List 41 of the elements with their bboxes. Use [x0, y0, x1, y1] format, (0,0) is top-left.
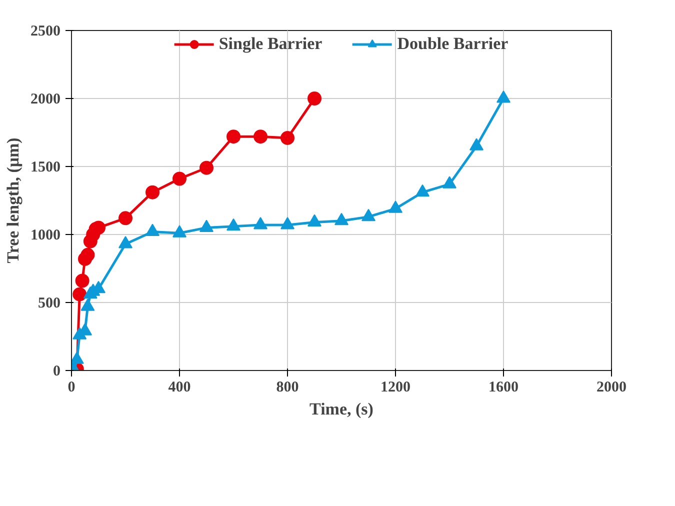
point — [172, 225, 186, 238]
x-tick-label: 1600 — [488, 380, 518, 396]
point — [118, 211, 132, 226]
y-axis-title: Tree length, (μm) — [4, 138, 22, 264]
point — [200, 220, 214, 232]
point — [308, 92, 322, 106]
point — [172, 172, 186, 186]
point — [442, 176, 456, 188]
point — [416, 184, 430, 197]
y-tick-label: 0 — [53, 364, 60, 380]
point — [118, 236, 132, 248]
x-tick-label: 0 — [68, 380, 76, 396]
x-tick-label: 1200 — [380, 380, 410, 396]
x-tick-label: 2000 — [596, 380, 626, 396]
legend-label: Double Barrier — [397, 34, 508, 54]
x-axis-title: Time, (s) — [310, 400, 374, 418]
point — [308, 214, 322, 227]
point — [280, 130, 294, 145]
point — [80, 298, 95, 311]
point — [72, 352, 84, 364]
point — [362, 208, 376, 222]
legend-label: Single Barrier — [218, 34, 322, 54]
point — [254, 216, 268, 230]
point — [254, 130, 268, 144]
point — [80, 248, 95, 262]
y-tick-label: 500 — [38, 296, 60, 312]
point — [226, 218, 240, 231]
y-tick-label: 2500 — [30, 24, 60, 40]
y-tick-label: 1000 — [30, 228, 60, 244]
y-tick-label: 2000 — [30, 92, 60, 108]
x-tick-label: 800 — [276, 380, 299, 396]
point — [280, 216, 294, 230]
point — [200, 160, 214, 175]
x-tick-label: 400 — [168, 380, 191, 396]
y-tick-label: 1500 — [30, 160, 60, 176]
point — [146, 224, 160, 236]
point — [470, 138, 484, 150]
point — [146, 185, 160, 200]
point — [226, 130, 240, 144]
point — [388, 200, 402, 213]
point — [334, 212, 348, 226]
